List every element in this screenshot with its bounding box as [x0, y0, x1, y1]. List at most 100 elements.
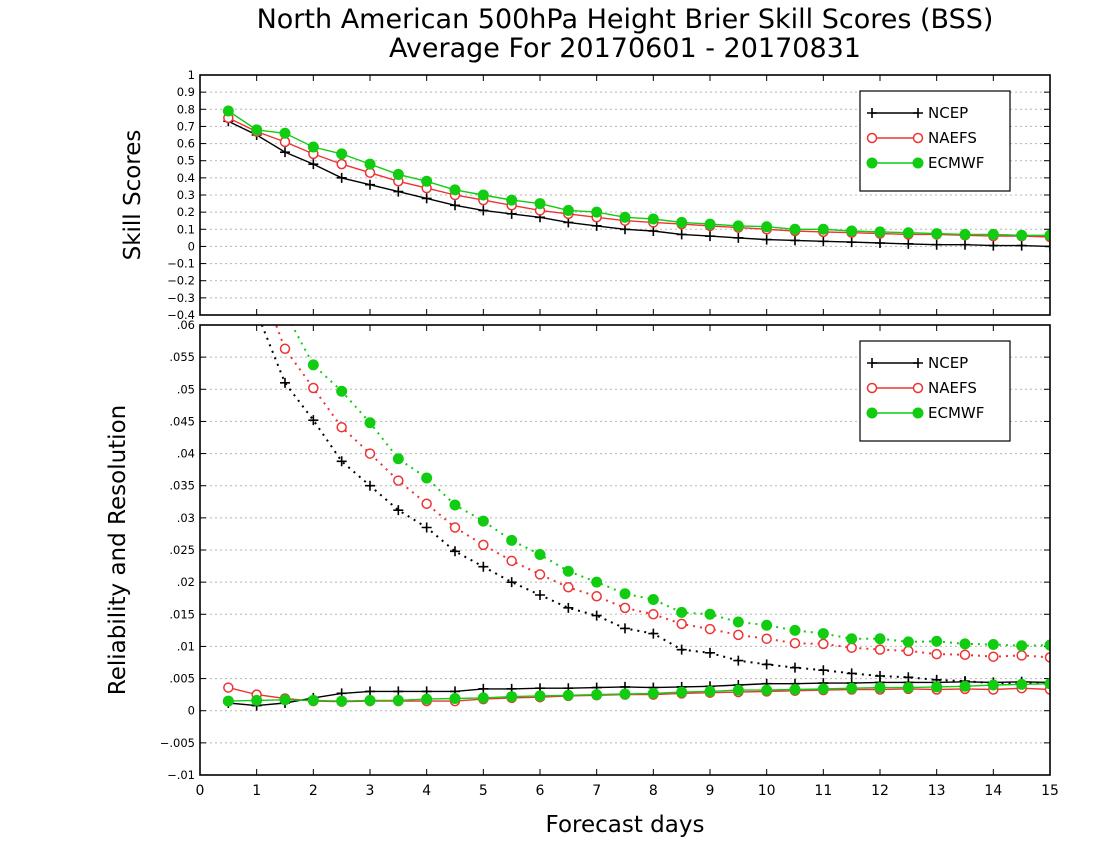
data-point-filled-circle — [421, 175, 433, 187]
legend-marker — [912, 132, 924, 144]
data-point-filled-circle — [817, 223, 829, 235]
x-tick-label: 4 — [422, 783, 431, 799]
data-point-filled-circle — [392, 694, 404, 706]
data-point-plus — [478, 561, 489, 572]
data-point-plus — [308, 159, 319, 170]
data-point-open-circle — [959, 649, 971, 661]
data-point-open-circle — [761, 633, 772, 644]
data-point-plus — [818, 665, 829, 676]
data-point-filled-circle — [987, 679, 999, 691]
data-point-open-circle — [279, 343, 291, 355]
data-point-filled-circle — [931, 635, 943, 647]
skill-scores-frame — [199, 74, 1051, 316]
data-point-open-circle — [789, 637, 801, 649]
data-point-open-circle — [591, 591, 602, 602]
data-point-filled-circle — [562, 689, 574, 701]
legend-label: NAEFS — [928, 379, 977, 397]
data-point-plus — [733, 655, 744, 666]
data-point-filled-circle — [846, 225, 858, 237]
data-point-open-circle — [421, 498, 432, 509]
data-point-filled-circle — [761, 619, 773, 631]
legend-item-ncep: NCEP — [867, 104, 968, 122]
data-point-filled-circle — [364, 417, 376, 429]
data-point-filled-circle — [817, 683, 829, 695]
reliability-resolution-panel: −.01 −.005 0 .005 .01 .015 .02 .025 .03 .035 .04 .0… — [105, 243, 1051, 782]
legend-label: NCEP — [928, 354, 968, 372]
data-point-filled-circle — [421, 472, 433, 484]
data-point-filled-circle — [1044, 229, 1050, 241]
series-ecmwf-solid — [222, 678, 1050, 707]
y-tick-label: 0 — [188, 239, 195, 253]
data-point-filled-circle — [874, 226, 886, 238]
legend-marker — [912, 407, 924, 419]
data-point-filled-circle — [307, 694, 319, 706]
data-point-filled-circle — [252, 243, 262, 253]
x-tick-label: 6 — [536, 783, 545, 799]
x-tick-label: 3 — [366, 783, 375, 799]
data-point-filled-circle — [336, 385, 348, 397]
data-point-plus — [705, 231, 715, 242]
y-tick-label: 0.1 — [177, 222, 195, 236]
y-tick-label: 0 — [188, 704, 195, 718]
data-point-filled-circle — [506, 194, 518, 206]
data-point-filled-circle — [1016, 640, 1028, 652]
x-tick-label: 11 — [814, 783, 832, 799]
data-point-filled-circle — [647, 594, 659, 605]
legend-marker — [866, 382, 878, 394]
data-point-open-circle — [874, 644, 886, 655]
data-point-plus — [421, 522, 432, 533]
data-point-filled-circle — [959, 638, 971, 650]
data-point-filled-circle — [449, 184, 461, 196]
y-tick-label: −0.3 — [167, 291, 195, 305]
legend-marker — [866, 407, 878, 419]
data-point-filled-circle — [506, 691, 518, 703]
data-point-filled-circle — [704, 685, 716, 697]
legend-marker — [913, 108, 923, 118]
data-point-open-circle — [818, 638, 829, 650]
y-tick-label: .03 — [177, 511, 195, 525]
skill-scores-legend: NCEP NAEFS ECMWF — [859, 90, 1011, 192]
legend-item-naefs: NAEFS — [866, 379, 977, 397]
y-tick-label: .055 — [169, 350, 195, 364]
reliability-resolution-series — [222, 243, 1050, 711]
data-point-filled-circle — [1044, 678, 1050, 690]
legend-marker — [867, 358, 877, 368]
data-point-open-circle — [223, 682, 234, 693]
data-point-plus — [620, 623, 630, 634]
data-point-plus — [393, 505, 404, 516]
x-axis: 0 1 2 3 4 5 6 7 8 9 10 11 12 13 14 15 — [196, 783, 1059, 799]
x-tick-label: 10 — [758, 783, 776, 799]
data-point-filled-circle — [647, 213, 659, 225]
reliability-resolution-frame — [199, 324, 1051, 776]
x-tick-label: 8 — [649, 783, 658, 799]
data-point-filled-circle — [1044, 639, 1050, 651]
x-tick-label: 14 — [984, 783, 1002, 799]
data-point-filled-circle — [732, 616, 744, 628]
data-point-plus — [393, 186, 404, 197]
skill-scores-y-axis: −0.4 −0.3 −0.2 −0.1 0 0.1 0.2 0.3 0.4 0.5 0.6 0.7 0.… — [167, 68, 1051, 322]
data-point-plus — [280, 377, 290, 388]
data-point-filled-circle — [931, 681, 943, 693]
data-point-filled-circle — [279, 127, 291, 139]
data-point-filled-circle — [477, 189, 489, 201]
data-point-filled-circle — [874, 682, 886, 694]
data-point-filled-circle — [392, 453, 404, 465]
data-point-plus — [960, 239, 970, 250]
data-point-plus — [988, 240, 999, 251]
data-point-filled-circle — [336, 148, 348, 160]
legend-marker — [866, 157, 878, 169]
data-point-filled-circle — [959, 680, 971, 692]
legend-item-ncep: NCEP — [867, 354, 968, 372]
y-tick-label: .005 — [169, 672, 195, 686]
data-point-open-circle — [449, 522, 461, 533]
data-point-filled-circle — [676, 216, 688, 228]
data-point-filled-circle — [449, 499, 461, 511]
data-point-plus — [705, 647, 715, 658]
y-tick-label: 0.9 — [177, 85, 195, 99]
series-ncep-dotted — [260, 325, 1050, 689]
data-point-plus — [931, 239, 942, 250]
data-point-filled-circle — [591, 689, 603, 701]
data-point-filled-circle — [761, 684, 773, 696]
data-point-plus — [676, 229, 687, 240]
